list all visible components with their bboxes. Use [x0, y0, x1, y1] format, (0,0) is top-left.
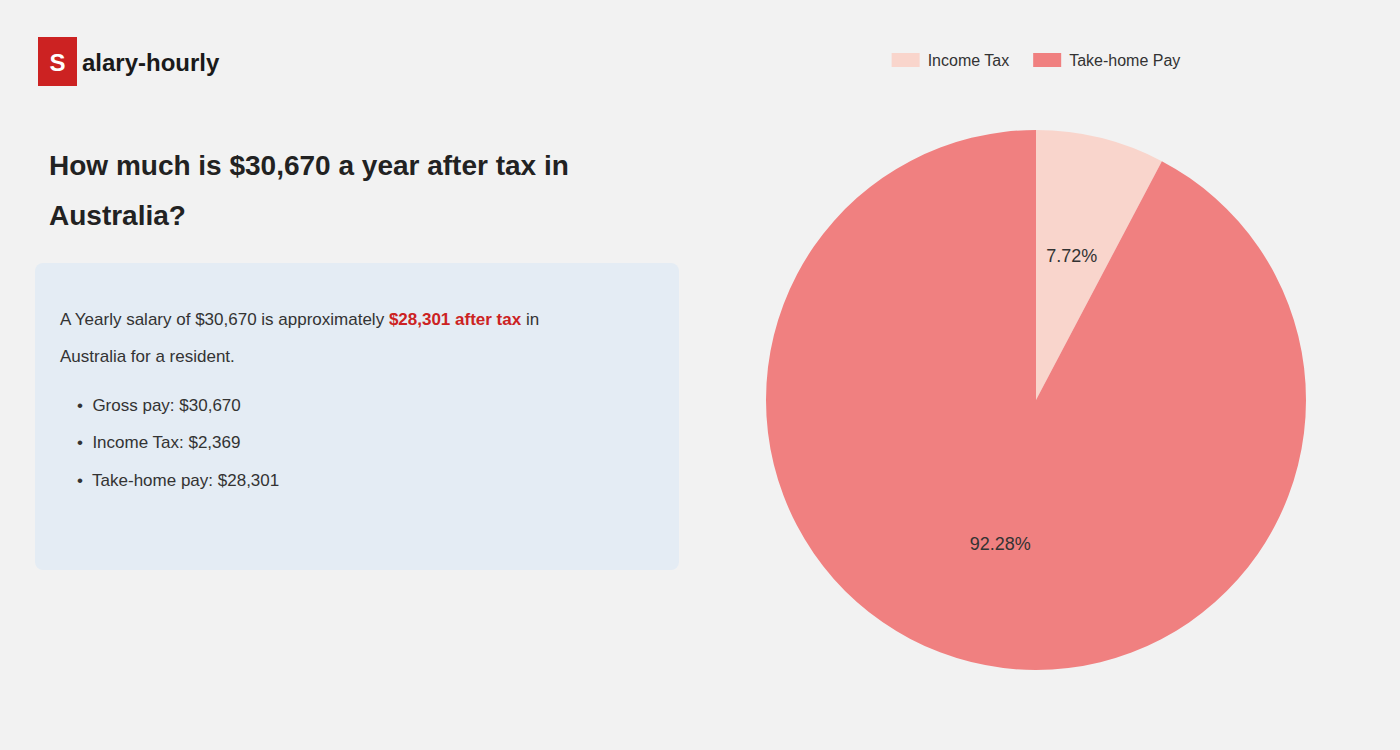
summary-box: [35, 263, 679, 570]
bullet: • Take-home pay: $28,301: [77, 471, 279, 490]
legend-swatch: [1033, 53, 1061, 67]
title: How much is $30,670 a year after tax in: [49, 150, 569, 181]
chart: Salary-hourly How much is $30,670 a year …: [0, 0, 1400, 750]
background: [0, 0, 1400, 750]
legend-item: Take-home Pay: [1033, 52, 1180, 69]
pie: 7.72% 92.28%: [766, 130, 1306, 670]
summary-line: Australia for a resident.: [60, 347, 235, 366]
data-label: 7.72%: [1046, 246, 1097, 266]
legend: Income Tax Take-home Pay: [892, 52, 1181, 69]
logo-letter: S: [49, 49, 65, 76]
summary-text: in: [521, 310, 539, 329]
logo-text: alary-hourly: [82, 49, 220, 76]
summary-highlight: $28,301 after tax: [389, 310, 522, 329]
data-label: 92.28%: [970, 534, 1031, 554]
legend-swatch: [892, 53, 920, 67]
summary-text: A Yearly salary of $30,670 is approximat…: [60, 310, 389, 329]
legend-label: Take-home Pay: [1069, 52, 1180, 69]
summary-line: A Yearly salary of $30,670 is approximat…: [60, 310, 539, 329]
bullet: • Gross pay: $30,670: [77, 396, 241, 415]
legend-label: Income Tax: [928, 52, 1010, 69]
text-panel: Salary-hourly How much is $30,670 a year …: [35, 37, 679, 570]
legend-item: Income Tax: [892, 52, 1010, 69]
logo-box: [38, 37, 77, 86]
pie-slice: [766, 130, 1306, 670]
bullet: • Income Tax: $2,369: [77, 433, 240, 452]
title: Australia?: [49, 200, 186, 231]
